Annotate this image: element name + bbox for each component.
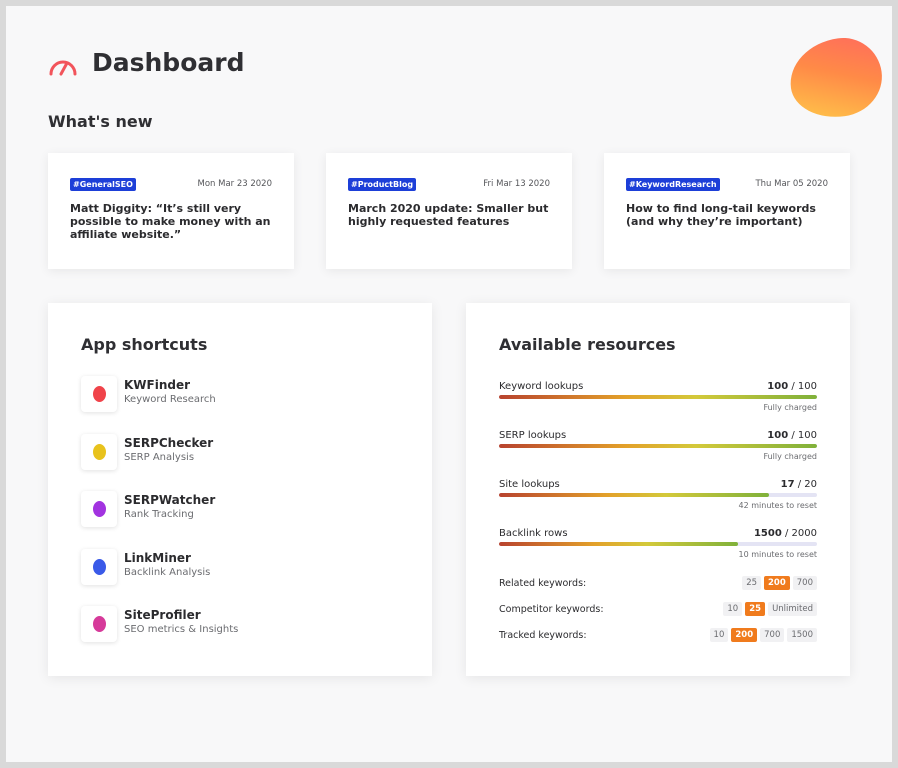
plan-label: Tracked keywords:	[499, 630, 587, 641]
shortcut-desc: Rank Tracking	[124, 509, 194, 520]
news-headline[interactable]: How to find long-tail keywords (and why …	[626, 202, 816, 228]
resource-note: Fully charged	[763, 452, 817, 461]
plan-option[interactable]: 1500	[787, 628, 817, 642]
resource-bar	[499, 395, 817, 399]
resource-count: 1500 / 2000	[753, 528, 817, 539]
siteprofiler-icon[interactable]	[81, 606, 117, 642]
resource-count: 100 / 100	[767, 381, 817, 392]
shortcut-desc: Keyword Research	[124, 394, 216, 405]
resource-note: 42 minutes to reset	[738, 501, 817, 510]
shortcut-name[interactable]: SiteProfiler	[124, 608, 201, 622]
resource-serp-lookups: SERP lookups 100 / 100 Fully charged	[499, 430, 817, 474]
plan-options: 10 200 700 1500	[709, 628, 817, 642]
shortcut-desc: Backlink Analysis	[124, 567, 211, 578]
resource-site-lookups: Site lookups 17 / 20 42 minutes to reset	[499, 479, 817, 523]
news-tag[interactable]: #ProductBlog	[348, 178, 417, 191]
shortcut-name[interactable]: SERPWatcher	[124, 493, 216, 507]
resource-note: Fully charged	[763, 403, 817, 412]
resource-note: 10 minutes to reset	[738, 550, 817, 559]
news-headline[interactable]: March 2020 update: Smaller but highly re…	[348, 202, 549, 228]
plan-option[interactable]: Unlimited	[768, 602, 817, 616]
resource-label: Keyword lookups	[499, 381, 584, 392]
whats-new-title: What's new	[48, 112, 153, 131]
shortcut-desc: SEO metrics & Insights	[124, 624, 239, 635]
resource-bar	[499, 542, 817, 546]
plan-option[interactable]: 700	[792, 576, 817, 590]
resource-count: 17 / 20	[780, 479, 817, 490]
resource-keyword-lookups: Keyword lookups 100 / 100 Fully charged	[499, 381, 817, 425]
decorative-blob	[785, 32, 887, 124]
shortcut-serpwatcher[interactable]: SERPWatcher Rank Tracking	[81, 491, 381, 531]
plan-options: 10 25 Unlimited	[723, 602, 817, 616]
kwfinder-icon[interactable]	[81, 376, 117, 412]
plan-option[interactable]: 10	[723, 602, 743, 616]
news-tag[interactable]: #GeneralSEO	[70, 178, 136, 191]
plan-label: Competitor keywords:	[499, 604, 604, 615]
plan-option[interactable]: 25	[745, 602, 766, 616]
plan-option[interactable]: 200	[731, 628, 758, 642]
shortcut-kwfinder[interactable]: KWFinder Keyword Research	[81, 376, 381, 416]
news-card[interactable]: #KeywordResearch Thu Mar 05 2020 How to …	[604, 153, 850, 269]
news-card[interactable]: #ProductBlog Fri Mar 13 2020 March 2020 …	[326, 153, 572, 269]
news-tag[interactable]: #KeywordResearch	[626, 178, 720, 191]
speedometer-icon	[49, 60, 77, 76]
resource-label: Site lookups	[499, 479, 560, 490]
plan-option[interactable]: 200	[764, 576, 790, 590]
plan-options: 25 200 700	[742, 576, 817, 590]
page-title: Dashboard	[92, 48, 245, 77]
news-date: Fri Mar 13 2020	[483, 179, 550, 189]
resource-bar	[499, 493, 817, 497]
resource-backlink-rows: Backlink rows 1500 / 2000 10 minutes to …	[499, 528, 817, 572]
plan-option[interactable]: 10	[709, 628, 729, 642]
resource-label: Backlink rows	[499, 528, 568, 539]
shortcut-name[interactable]: KWFinder	[124, 378, 191, 392]
news-date: Mon Mar 23 2020	[197, 179, 272, 189]
app-frame: Dashboard What's new #GeneralSEO Mon Mar…	[6, 6, 892, 762]
shortcut-linkminer[interactable]: LinkMiner Backlink Analysis	[81, 549, 381, 589]
news-date: Thu Mar 05 2020	[755, 179, 828, 189]
plan-option[interactable]: 700	[760, 628, 785, 642]
linkminer-icon[interactable]	[81, 549, 117, 585]
plan-tracked-keywords: Tracked keywords: 10 200 700 1500	[499, 628, 817, 644]
resources-panel: Available resources Keyword lookups 100 …	[466, 303, 850, 676]
news-card[interactable]: #GeneralSEO Mon Mar 23 2020 Matt Diggity…	[48, 153, 294, 269]
news-headline[interactable]: Matt Diggity: “It’s still very possible …	[70, 202, 271, 241]
shortcut-name[interactable]: LinkMiner	[124, 551, 191, 565]
serpwatcher-icon[interactable]	[81, 491, 117, 527]
shortcut-serpchecker[interactable]: SERPChecker SERP Analysis	[81, 434, 381, 474]
app-shortcuts-title: App shortcuts	[81, 335, 208, 354]
shortcut-siteprofiler[interactable]: SiteProfiler SEO metrics & Insights	[81, 606, 381, 646]
serpchecker-icon[interactable]	[81, 434, 117, 470]
plan-label: Related keywords:	[499, 578, 587, 589]
resource-bar	[499, 444, 817, 448]
resource-label: SERP lookups	[499, 430, 567, 441]
resources-title: Available resources	[499, 335, 676, 354]
resource-count: 100 / 100	[767, 430, 817, 441]
plan-related-keywords: Related keywords: 25 200 700	[499, 576, 817, 592]
shortcut-name[interactable]: SERPChecker	[124, 436, 214, 450]
shortcut-desc: SERP Analysis	[124, 452, 195, 463]
plan-option[interactable]: 25	[742, 576, 762, 590]
plan-competitor-keywords: Competitor keywords: 10 25 Unlimited	[499, 602, 817, 618]
app-shortcuts-panel: App shortcuts KWFinder Keyword Research …	[48, 303, 432, 676]
